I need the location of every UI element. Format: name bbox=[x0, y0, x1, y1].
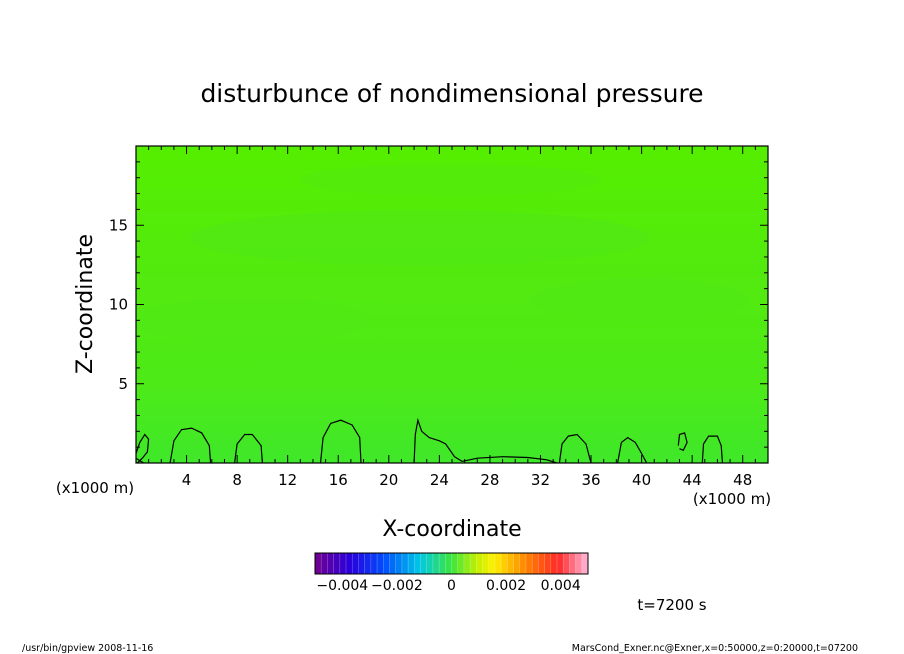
x-axis-ticks: 4 8 12 16 20 24 28 32 36 40 44 48 bbox=[148, 146, 756, 489]
colorbar-swatch bbox=[525, 553, 533, 574]
colorbar-swatch bbox=[532, 553, 539, 574]
x-tick-label: 4 bbox=[182, 471, 192, 489]
colorbar-swatch bbox=[457, 553, 465, 574]
x-tick-label: 24 bbox=[430, 471, 449, 489]
colorbar-swatch bbox=[339, 553, 347, 574]
colorbar-swatch bbox=[401, 553, 409, 574]
colorbar-swatch bbox=[575, 553, 583, 574]
x-tick-label: 20 bbox=[379, 471, 398, 489]
colorbar bbox=[314, 553, 589, 574]
colorbar-swatch bbox=[333, 553, 341, 574]
x-unit-label-left: (x1000 m) bbox=[56, 479, 134, 497]
footer-source: MarsCond_Exner.nc@Exner,x=0:50000,z=0:20… bbox=[572, 643, 858, 654]
colorbar-swatch bbox=[544, 553, 552, 574]
colorbar-tick-label: 0.002 bbox=[486, 578, 526, 594]
plot-area bbox=[135, 145, 769, 464]
y-tick-label: 15 bbox=[109, 216, 128, 234]
colorbar-swatch bbox=[538, 553, 545, 574]
colorbar-swatch bbox=[581, 553, 589, 574]
colorbar-swatch bbox=[439, 553, 446, 574]
colorbar-swatch bbox=[352, 553, 359, 574]
zero-contour bbox=[136, 433, 150, 463]
y-tick-label: 5 bbox=[118, 375, 128, 393]
colorbar-swatch bbox=[420, 553, 427, 574]
colorbar-swatch bbox=[315, 553, 322, 574]
colorbar-swatch bbox=[451, 553, 458, 574]
x-tick-label: 48 bbox=[733, 471, 752, 489]
colorbar-swatch bbox=[426, 553, 434, 574]
x-tick-label: 28 bbox=[480, 471, 499, 489]
x-tick-label: 40 bbox=[632, 471, 651, 489]
colorbar-swatch bbox=[556, 553, 564, 574]
colorbar-swatch bbox=[563, 553, 570, 574]
colorbar-swatch bbox=[383, 553, 390, 574]
x-tick-label: 44 bbox=[683, 471, 702, 489]
colorbar-swatch bbox=[463, 553, 471, 574]
zero-contour bbox=[677, 432, 688, 452]
colorbar-tick-label: −0.004 bbox=[316, 578, 368, 594]
colorbar-swatch bbox=[501, 553, 508, 574]
colorbar-swatch bbox=[377, 553, 384, 574]
colorbar-swatch bbox=[494, 553, 502, 574]
zero-contour bbox=[701, 435, 724, 463]
zero-contour bbox=[234, 433, 263, 463]
x-tick-label: 12 bbox=[278, 471, 297, 489]
colorbar-swatch bbox=[513, 553, 521, 574]
colorbar-swatch bbox=[470, 553, 477, 574]
colorbar-swatch bbox=[358, 553, 365, 574]
zero-contour bbox=[413, 417, 463, 463]
colorbar-swatch bbox=[346, 553, 353, 574]
colorbar-swatch bbox=[445, 553, 452, 574]
colorbar-swatch bbox=[321, 553, 328, 574]
x-axis-label: X-coordinate bbox=[382, 517, 521, 542]
zero-contour bbox=[617, 436, 648, 463]
colorbar-swatch bbox=[364, 553, 372, 574]
colorbar-swatch bbox=[569, 553, 576, 574]
x-tick-label: 36 bbox=[581, 471, 600, 489]
colorbar-swatch bbox=[507, 553, 514, 574]
colorbar-tick-label: −0.002 bbox=[371, 578, 423, 594]
colorbar-tick-label: 0.004 bbox=[541, 578, 581, 594]
colorbar-swatch bbox=[519, 553, 527, 574]
x-tick-label: 32 bbox=[531, 471, 550, 489]
y-axis-ticks: 5 10 15 bbox=[109, 161, 768, 448]
colorbar-swatch bbox=[327, 553, 334, 574]
zero-contour bbox=[558, 433, 592, 463]
pressure-field bbox=[136, 146, 768, 463]
colorbar-swatch bbox=[408, 553, 415, 574]
x-tick-label: 16 bbox=[329, 471, 348, 489]
colorbar-swatch bbox=[389, 553, 396, 574]
zero-contour bbox=[169, 427, 212, 463]
chart-title: disturbunce of nondimensional pressure bbox=[200, 79, 703, 108]
x-unit-label-right: (x1000 m) bbox=[693, 490, 771, 508]
colorbar-swatch bbox=[395, 553, 403, 574]
x-tick-label: 8 bbox=[232, 471, 242, 489]
y-tick-label: 10 bbox=[109, 296, 128, 314]
field-shading bbox=[136, 164, 750, 342]
colorbar-swatch bbox=[488, 553, 496, 574]
y-axis-label: Z-coordinate bbox=[73, 234, 98, 374]
colorbar-tick-label: 0 bbox=[447, 578, 456, 594]
colorbar-frame bbox=[314, 552, 589, 575]
colorbar-swatch bbox=[370, 553, 378, 574]
colorbar-swatch bbox=[482, 553, 490, 574]
zero-contour bbox=[319, 419, 362, 463]
zero-contour bbox=[461, 456, 558, 463]
time-label: t=7200 s bbox=[637, 596, 706, 614]
zero-contours bbox=[136, 417, 724, 463]
zero-contour bbox=[136, 457, 144, 463]
colorbar-swatch bbox=[432, 553, 440, 574]
colorbar-swatch bbox=[414, 553, 421, 574]
colorbar-swatch bbox=[476, 553, 483, 574]
colorbar-swatch bbox=[550, 553, 558, 574]
footer-program: /usr/bin/gpview 2008-11-16 bbox=[22, 643, 153, 654]
colorbar-tick-labels: −0.004 −0.002 0 0.002 0.004 bbox=[316, 578, 580, 594]
